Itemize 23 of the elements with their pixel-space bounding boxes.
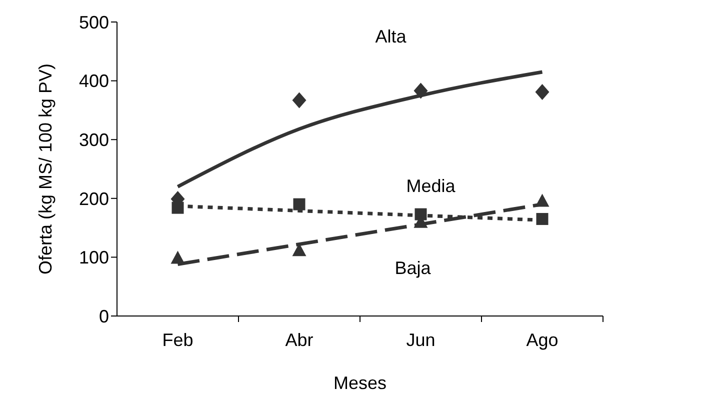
x-axis-title: Meses [333,372,387,393]
y-tick-label: 200 [78,188,109,209]
series-label: Media [406,176,456,196]
point [292,92,306,108]
point [535,84,550,100]
point [293,198,306,210]
point [536,212,548,225]
y-tick-label: 300 [78,130,109,150]
point [172,202,184,214]
x-tick-label: Abr [285,330,314,350]
y-tick-label: 400 [78,71,109,92]
y-axis-title: Oferta (kg MS/ 100 kg PV) [35,63,56,275]
point [414,82,428,99]
text: Alta [375,26,408,46]
point [535,194,550,207]
y-tick-label: 500 [78,12,109,32]
series-label: Baja [394,258,432,278]
y-tick-label: 100 [78,248,109,268]
point [170,250,185,264]
y-tick-label: 0 [98,306,109,326]
x-tick-label: Ago [526,330,558,350]
x-tick-label: Feb [162,330,194,350]
x-tick-label: Jun [406,330,436,350]
